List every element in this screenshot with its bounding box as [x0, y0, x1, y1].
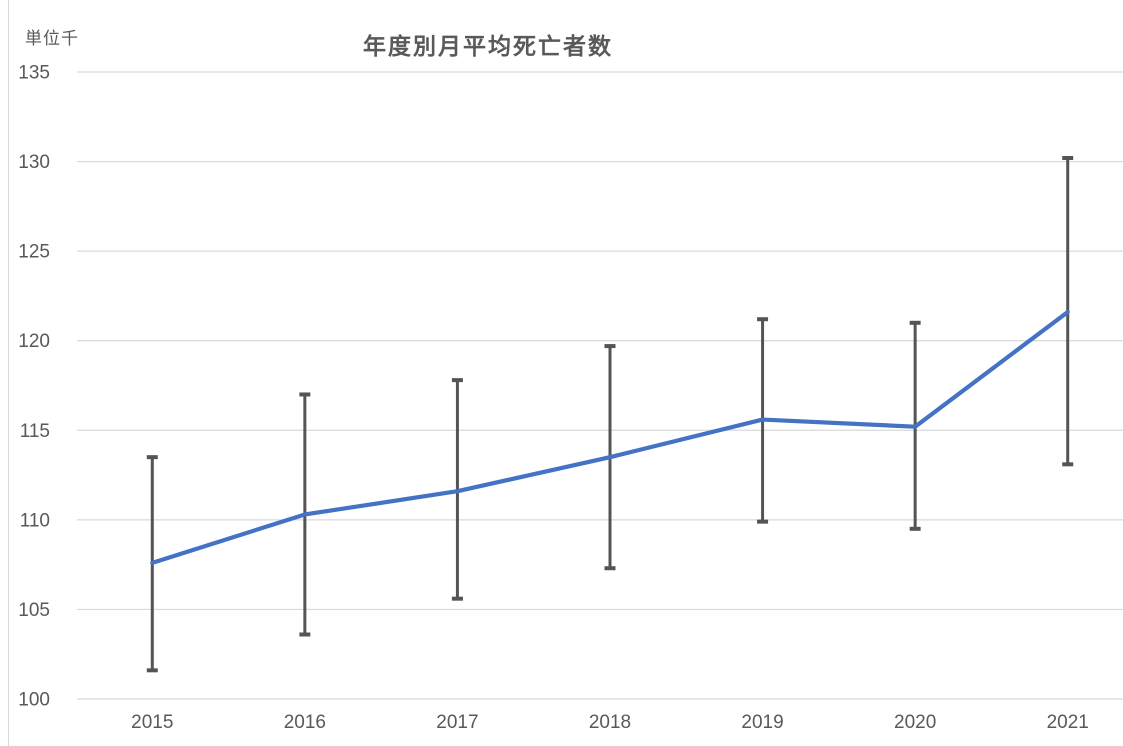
x-tick-label-2021: 2021 [1047, 712, 1089, 733]
x-tick-label-2018: 2018 [589, 712, 631, 733]
chart-left-border [8, 0, 9, 746]
chart-title: 年度別月平均死亡者数 [363, 33, 613, 59]
data-line-series [150, 309, 1070, 565]
y-tick-label-115: 115 [20, 421, 50, 442]
y-tick-label-105: 105 [18, 600, 50, 621]
y-tick-label-100: 100 [18, 690, 50, 711]
x-tick-label-2015: 2015 [131, 712, 173, 733]
x-tick-label-2019: 2019 [741, 712, 783, 733]
x-tick-label-2016: 2016 [284, 712, 326, 733]
y-axis-unit-label: 単位千 [25, 29, 79, 48]
y-tick-label-135: 135 [18, 63, 50, 84]
y-tick-label-120: 120 [18, 331, 50, 352]
y-tick-label-110: 110 [20, 510, 50, 531]
y-tick-label-130: 130 [18, 152, 50, 173]
y-tick-label-125: 125 [18, 242, 50, 263]
x-tick-label-2017: 2017 [436, 712, 478, 733]
x-tick-label-2020: 2020 [894, 712, 936, 733]
